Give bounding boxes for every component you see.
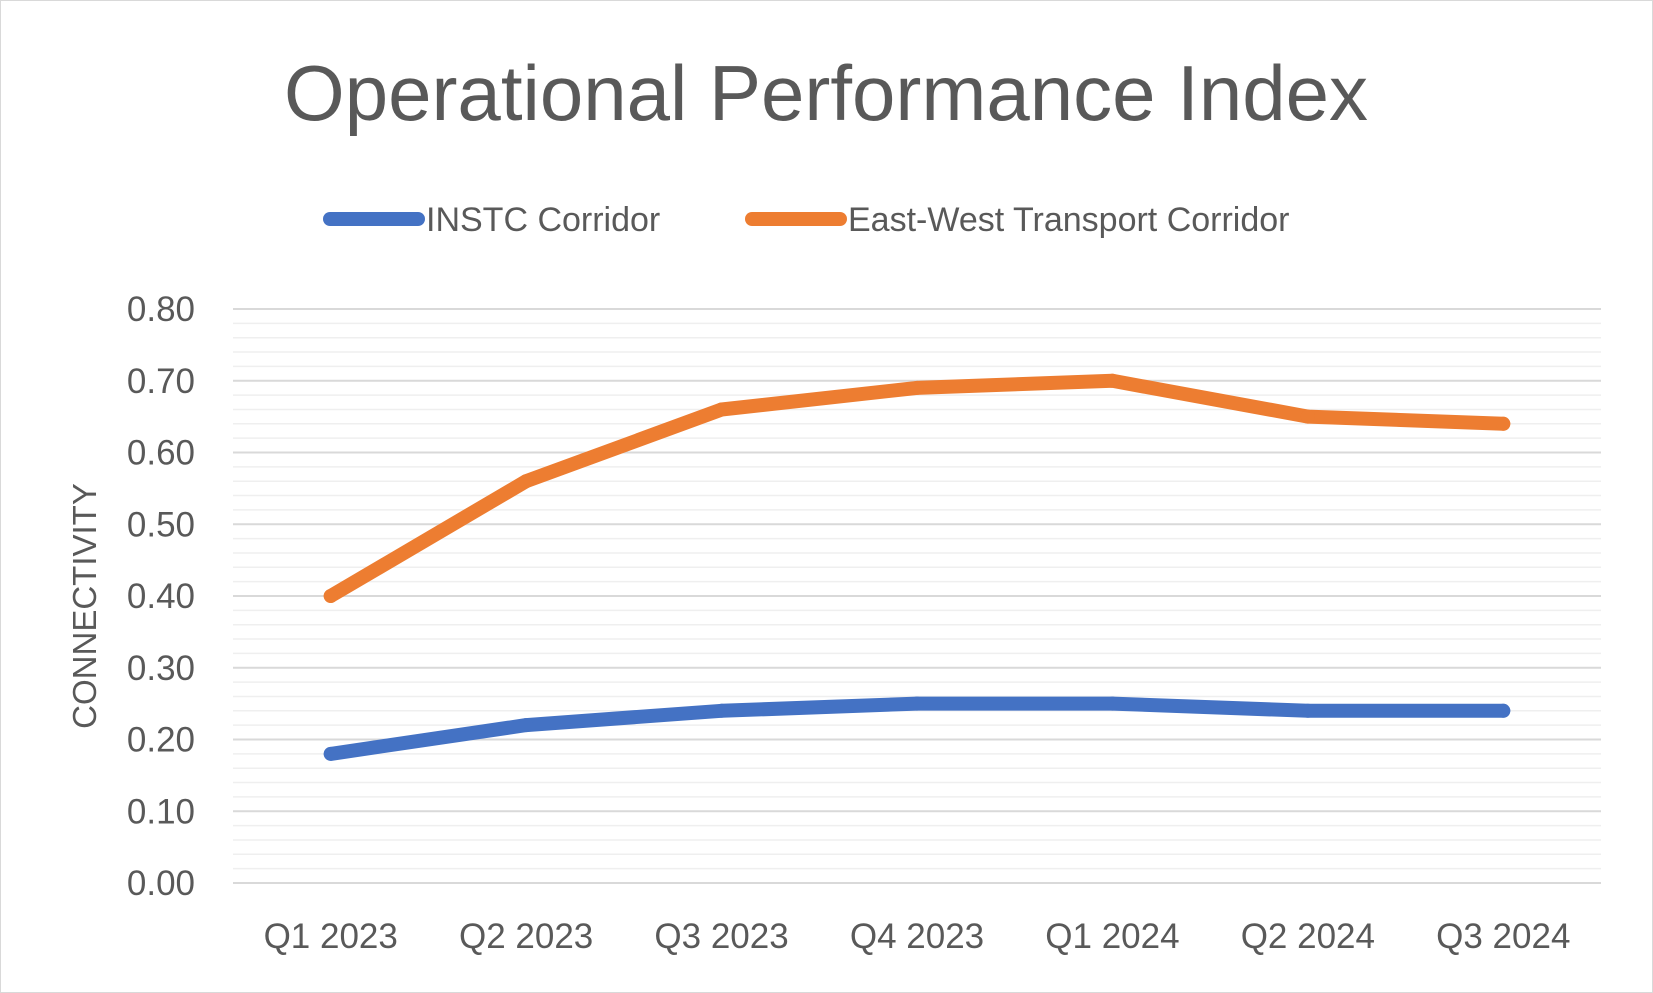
data-point <box>323 589 338 603</box>
gridlines <box>233 308 1601 884</box>
x-tick-label: Q1 2024 <box>1045 917 1179 956</box>
data-point <box>1496 416 1511 431</box>
data-point <box>519 718 534 733</box>
data-point <box>1105 373 1120 388</box>
data-point <box>1105 696 1120 711</box>
data-point <box>1300 703 1315 718</box>
x-axis-ticks: Q1 2023 Q2 2023 Q3 2023 Q4 2023 Q1 2024 Q2 20… <box>264 917 1571 956</box>
y-tick-label: 0.00 <box>127 864 195 903</box>
x-tick-label: Q1 2023 <box>264 917 398 956</box>
data-point <box>519 474 534 489</box>
data-point <box>1496 703 1511 718</box>
y-axis-title: CONNECTIVITY <box>66 483 103 729</box>
legend: INSTC Corridor East-West Transport Corri… <box>323 201 1290 239</box>
y-tick-label: 0.30 <box>127 649 195 688</box>
legend-label-east-west: East-West Transport Corridor <box>848 201 1290 239</box>
x-tick-label: Q3 2024 <box>1436 917 1570 956</box>
data-point <box>714 703 729 718</box>
y-tick-label: 0.50 <box>127 505 195 544</box>
x-tick-label: Q3 2023 <box>654 917 788 956</box>
legend-label-instc: INSTC Corridor <box>426 201 660 239</box>
y-tick-label: 0.80 <box>127 290 195 329</box>
x-tick-label: Q4 2023 <box>850 917 984 956</box>
y-tick-label: 0.40 <box>127 577 195 616</box>
series-line-1 <box>323 373 1511 603</box>
y-tick-label: 0.60 <box>127 434 195 473</box>
y-tick-label: 0.10 <box>127 792 195 831</box>
y-tick-label: 0.20 <box>127 721 195 760</box>
data-point <box>910 696 924 711</box>
x-tick-label: Q2 2023 <box>459 917 593 956</box>
y-axis-ticks: 0.00 0.10 0.20 0.30 0.40 0.50 0.60 0.70 0.80 <box>127 290 195 903</box>
chart-title: Operational Performance Index <box>284 49 1368 137</box>
y-tick-label: 0.70 <box>127 362 195 401</box>
series-lines <box>323 373 1511 761</box>
data-point <box>323 746 338 761</box>
data-point <box>910 380 924 395</box>
data-point <box>714 402 729 417</box>
data-point <box>1300 409 1315 424</box>
x-tick-label: Q2 2024 <box>1241 917 1375 956</box>
